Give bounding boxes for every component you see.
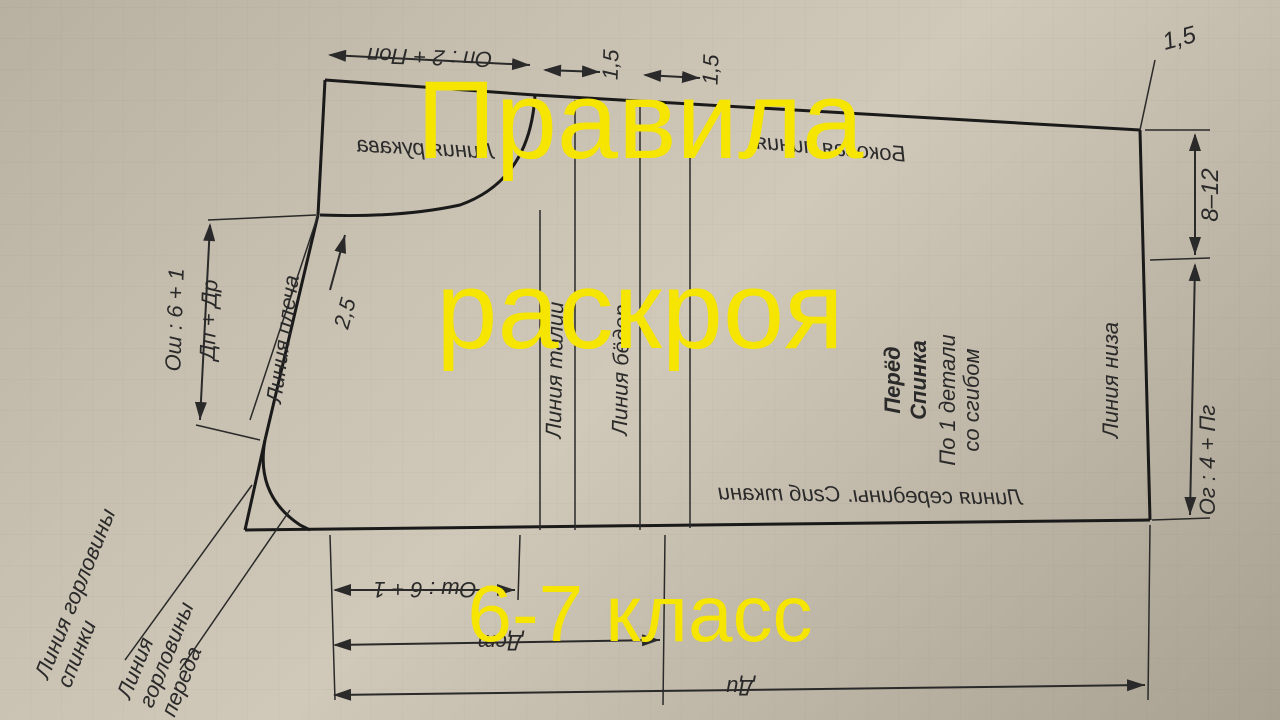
dim-topright: 1,5: [1160, 21, 1200, 56]
pattern-diagram: Оп : 2 + Поп 1,5 1,5 1,5 8–12 Ош : 6 + 1…: [0, 0, 1280, 720]
dim-neck-bottom: Ош : 6 + 1: [330, 535, 520, 602]
dim-gaps: 1,5 1,5: [545, 48, 724, 85]
label-shoulder: Линия плеча: [261, 274, 304, 407]
label-hip: Линия бёдер: [607, 304, 634, 437]
dim-bottom-lengths: Дст Ди: [332, 525, 1150, 705]
dim-bottom-width: Ог : 4 + Пг: [1152, 265, 1220, 520]
gap2-label: 1,5: [697, 53, 723, 85]
label-side: Боковая линия: [754, 128, 907, 166]
label-front-back: ПерёдСпинка: [880, 340, 931, 420]
label-hem: Линия низа: [1098, 322, 1123, 440]
label-sleeve: Линия рукава: [356, 131, 497, 163]
label-detail: По 1 деталисо сгибом: [935, 334, 984, 466]
dst-label: Дст: [478, 630, 526, 655]
label-waist: Линия талии: [541, 301, 568, 440]
dim-shoulder-drop: 2,5: [328, 235, 361, 332]
dim-sleeve-label: Оп : 2 + Поп: [367, 43, 493, 72]
dim-sleeve-width: Оп : 2 + Поп: [330, 43, 530, 72]
dim-right-height: 8–12: [1145, 130, 1224, 260]
pattern-outline: [245, 60, 1155, 530]
drop-label: 2,5: [328, 295, 361, 333]
labels: Линия горловиныспинки Линиягорловиныпере…: [29, 128, 1123, 720]
gap1-label: 1,5: [597, 48, 623, 80]
shoulder-formula-label: Дп + Др: [195, 279, 223, 363]
label-neck-front: Линиягорловиныпереда: [111, 589, 221, 720]
dim-right-label: 8–12: [1197, 168, 1224, 221]
di-label: Ди: [726, 675, 757, 700]
width-label: Ог : 4 + Пг: [1195, 405, 1220, 516]
label-fold: Линия середины. Сгиб ткани: [718, 479, 1025, 509]
neck-bottom-label: Ош : 6 + 1: [373, 577, 476, 602]
neck-left-label: Ош : 6 + 1: [160, 268, 189, 372]
